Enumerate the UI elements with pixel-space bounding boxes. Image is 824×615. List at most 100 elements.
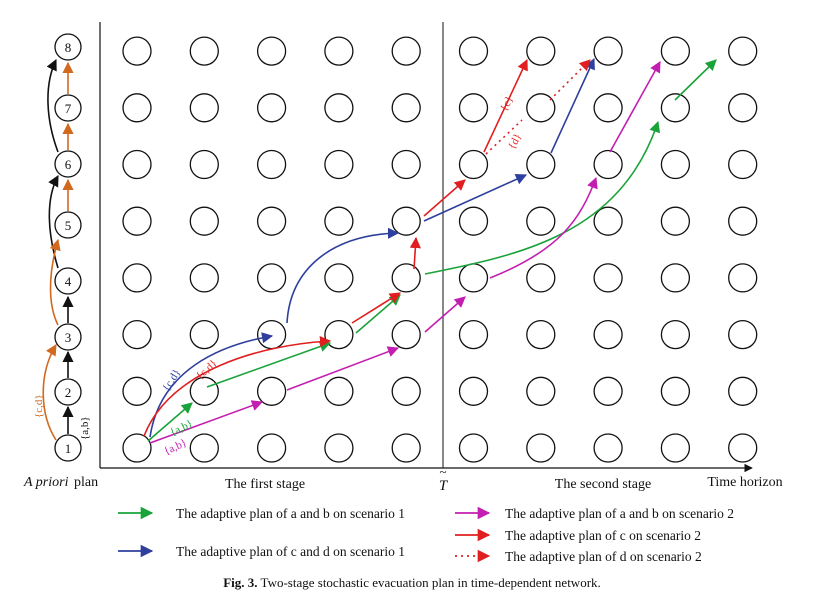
red-path-c-scenario2 <box>143 58 528 437</box>
grid-node <box>391 36 421 66</box>
grid-node <box>122 36 152 66</box>
set-label-d-red: {d} <box>506 132 524 152</box>
grid-node <box>458 206 489 236</box>
grid-node <box>256 263 287 293</box>
legend-item-red-dotted: The adaptive plan of d on scenario 2 <box>455 549 702 564</box>
grid-node <box>391 206 421 236</box>
grid-node <box>458 376 489 406</box>
grid-node <box>458 263 489 293</box>
grid-node <box>122 206 152 236</box>
grid-node <box>391 263 421 293</box>
apriori-node-2: 2 <box>54 378 82 406</box>
grid-node <box>189 149 219 180</box>
grid-node <box>660 36 691 66</box>
grid-node <box>189 376 219 406</box>
apriori-plan-nodes: 1 2 3 4 5 6 7 8 <box>54 33 82 462</box>
grid-node <box>593 433 623 463</box>
grid-node <box>189 36 219 66</box>
green-path-ab-scenario1 <box>147 59 717 442</box>
figure-caption: Fig. 3. Two-stage stochastic evacuation … <box>0 575 824 591</box>
grid-node <box>660 319 691 350</box>
grid-node <box>256 433 287 463</box>
apriori-node-7: 7 <box>54 94 82 122</box>
set-label-cd-orange: {c,d} <box>33 394 45 418</box>
grid-node <box>256 149 287 180</box>
legend-item-green: The adaptive plan of a and b on scenario… <box>118 506 405 521</box>
grid-node <box>526 319 556 350</box>
grid-node <box>256 376 287 406</box>
grid-node <box>122 433 152 463</box>
legend-label: The adaptive plan of a and b on scenario… <box>505 506 734 521</box>
grid-node <box>189 319 219 350</box>
legend: The adaptive plan of a and b on scenario… <box>118 506 734 564</box>
grid-node <box>122 263 152 293</box>
grid-node <box>526 263 556 293</box>
apriori-node-8: 8 <box>54 33 82 61</box>
grid-node <box>458 433 489 463</box>
grid-node <box>660 93 691 123</box>
apriori-ab-path <box>46 58 74 434</box>
grid-node <box>660 263 691 293</box>
apriori-node-label: 3 <box>65 330 72 345</box>
grid-node <box>660 376 691 406</box>
time-horizon-label: Time horizon <box>707 475 782 490</box>
grid-node <box>660 206 691 236</box>
grid-node <box>324 319 354 350</box>
grid-node <box>728 36 758 66</box>
apriori-plan-label-italic: A priori <box>23 475 69 490</box>
legend-item-red-solid: The adaptive plan of c on scenario 2 <box>455 528 701 543</box>
apriori-cd-path <box>42 61 74 441</box>
apriori-node-label: 4 <box>65 274 72 289</box>
grid-nodes <box>122 36 758 463</box>
grid-node <box>256 319 287 350</box>
apriori-node-6: 6 <box>54 150 82 178</box>
apriori-node-4: 4 <box>54 267 82 295</box>
grid-node <box>324 149 354 180</box>
legend-item-blue: The adaptive plan of c and d on scenario… <box>118 544 405 559</box>
grid-node <box>189 93 219 123</box>
apriori-node-3: 3 <box>54 323 82 351</box>
grid-node <box>324 433 354 463</box>
set-label-ab-magenta: {a,b} <box>162 437 189 458</box>
legend-label: The adaptive plan of a and b on scenario… <box>176 506 405 521</box>
set-label-c-red: {c} <box>498 94 516 113</box>
grid-node <box>458 93 489 123</box>
apriori-node-label: 2 <box>65 385 72 400</box>
grid-node <box>391 376 421 406</box>
grid-node <box>324 36 354 66</box>
grid-node <box>458 319 489 350</box>
t-tilde-label: T <box>439 478 449 494</box>
grid-node <box>593 319 623 350</box>
grid-node <box>122 376 152 406</box>
grid-node <box>526 433 556 463</box>
grid-node <box>593 149 623 180</box>
legend-label: The adaptive plan of c on scenario 2 <box>505 528 701 543</box>
grid-node <box>189 206 219 236</box>
grid-node <box>391 149 421 180</box>
grid-node <box>458 149 489 180</box>
apriori-node-label: 1 <box>65 441 72 456</box>
grid-node <box>593 93 623 123</box>
second-stage-label: The second stage <box>555 477 651 492</box>
set-label-ab-black: {a,b} <box>79 416 91 440</box>
grid-node <box>526 206 556 236</box>
grid-node <box>324 376 354 406</box>
legend-label: The adaptive plan of d on scenario 2 <box>505 549 702 564</box>
first-stage-label: The first stage <box>225 477 305 492</box>
grid-node <box>593 263 623 293</box>
grid-node <box>391 433 421 463</box>
caption-prefix: Fig. 3. <box>223 575 258 590</box>
magenta-path-ab-scenario2 <box>149 61 661 444</box>
apriori-node-label: 7 <box>65 101 72 116</box>
grid-node <box>728 319 758 350</box>
apriori-node-1: 1 <box>54 434 82 462</box>
grid-node <box>728 376 758 406</box>
grid-node <box>391 93 421 123</box>
grid-node <box>526 376 556 406</box>
grid-node <box>526 149 556 180</box>
grid-node <box>728 433 758 463</box>
grid-node <box>189 433 219 463</box>
grid-node <box>593 206 623 236</box>
grid-node <box>728 93 758 123</box>
t-tilde-mark: ~ <box>439 464 446 479</box>
